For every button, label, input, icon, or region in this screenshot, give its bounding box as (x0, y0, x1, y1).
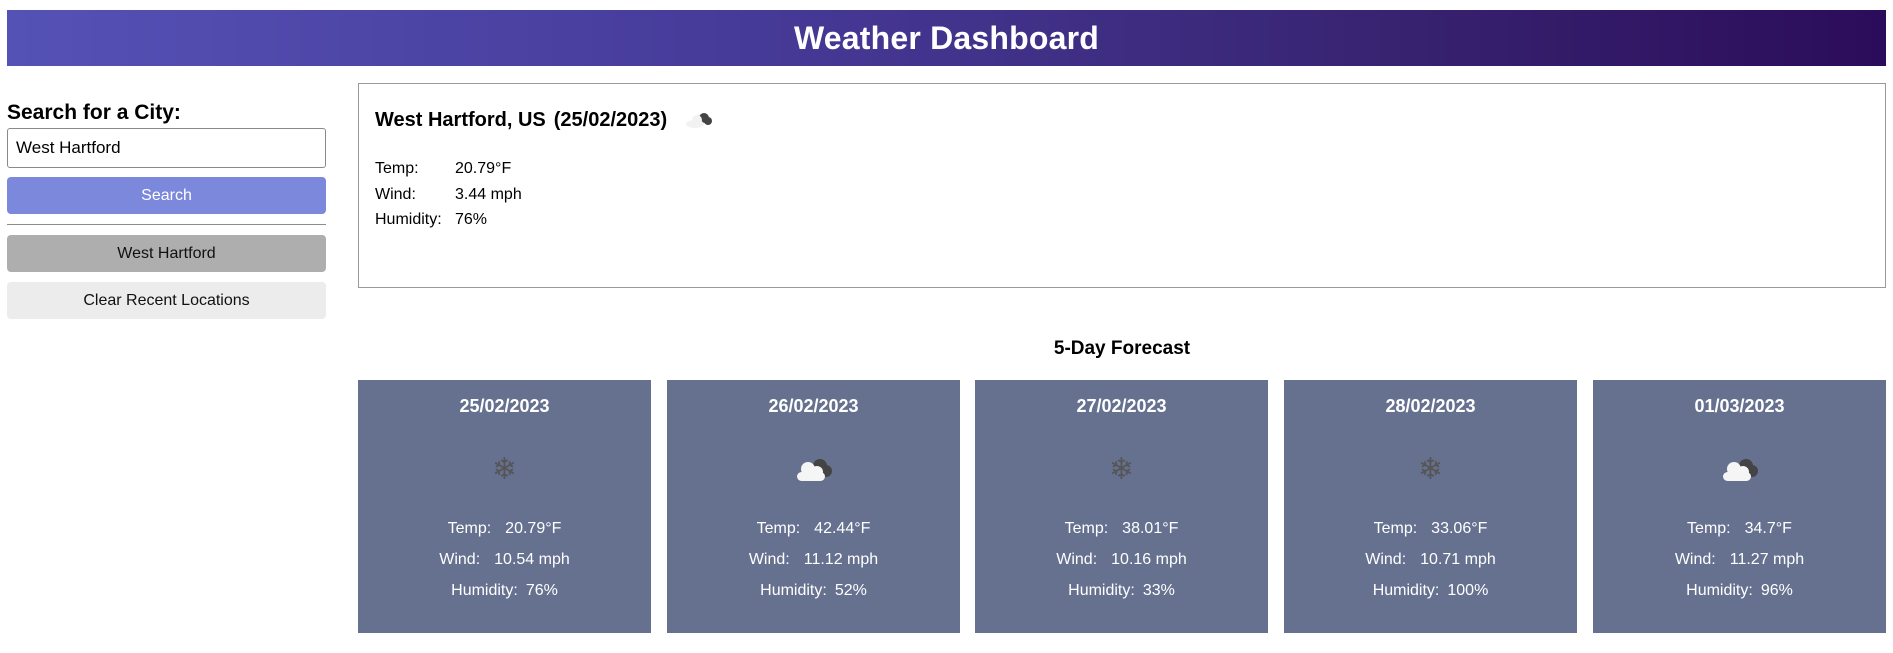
forecast-wind: 11.27 mph (1729, 551, 1805, 568)
forecast-temp: 38.01°F (1122, 520, 1179, 537)
humidity-label: Humidity: (451, 582, 518, 599)
temp-label: Temp: (375, 160, 419, 177)
forecast-card: 27/02/2023 ❄ Temp: 38.01°F Wind: 10.16 mph… (975, 380, 1268, 633)
forecast-card: 26/02/2023 Temp: 42.44°F Wind: 11.12 mph H… (667, 380, 960, 633)
forecast-temp: 33.06°F (1431, 520, 1488, 537)
humidity-label: Humidity: (1372, 582, 1440, 599)
forecast-humidity-row: Humidity: 96% (1593, 582, 1886, 600)
forecast-humidity: 52% (834, 582, 867, 599)
forecast-humidity-row: Humidity: 52% (667, 582, 960, 600)
forecast-card: 25/02/2023 ❄ Temp: 20.79°F Wind: 10.54 mph… (358, 380, 651, 633)
wind-label: Wind: (1674, 551, 1716, 568)
humidity-label: Humidity: (1068, 582, 1135, 599)
forecast-temp-row: Temp: 33.06°F (1284, 520, 1577, 538)
temp-label: Temp: (756, 520, 801, 537)
clear-recent-button[interactable]: Clear Recent Locations (7, 282, 326, 319)
forecast-temp-row: Temp: 38.01°F (975, 520, 1268, 538)
current-temp-value: 20.79°F (455, 160, 512, 177)
current-weather-title: West Hartford, US (25/02/2023) (375, 108, 715, 132)
current-date: (25/02/2023) (553, 108, 668, 131)
forecast-date: 26/02/2023 (768, 396, 859, 416)
forecast-wind-row: Wind: 11.27 mph (1593, 551, 1886, 569)
forecast-humidity-row: Humidity: 76% (358, 582, 651, 600)
temp-label: Temp: (1687, 520, 1731, 537)
current-humidity-value: 76% (455, 211, 488, 228)
forecast-humidity-row: Humidity: 33% (975, 582, 1268, 600)
forecast-wind-row: Wind: 10.71 mph (1284, 551, 1577, 569)
current-weather-panel: West Hartford, US (25/02/2023) Temp: 20.… (358, 83, 1886, 288)
page-title: Weather Dashboard (793, 19, 1100, 56)
forecast-wind-row: Wind: 10.54 mph (358, 551, 651, 569)
temp-label: Temp: (1064, 520, 1109, 537)
forecast-temp: 20.79°F (505, 520, 562, 537)
forecast-cards: 25/02/2023 ❄ Temp: 20.79°F Wind: 10.54 mph… (358, 380, 1886, 633)
current-humidity-row: Humidity: 76% (375, 211, 487, 229)
forecast-date: 01/03/2023 (1694, 396, 1785, 416)
sidebar-divider (7, 224, 326, 225)
cloud-icon (1593, 452, 1886, 488)
cloud-icon (681, 108, 715, 132)
humidity-label: Humidity: (375, 211, 442, 228)
cloud-icon (667, 452, 960, 488)
forecast-temp-row: Temp: 34.7°F (1593, 520, 1886, 538)
forecast-title: 5-Day Forecast (1053, 338, 1191, 359)
forecast-temp: 42.44°F (814, 520, 871, 537)
snowflake-icon: ❄ (1417, 453, 1444, 486)
forecast-humidity: 76% (525, 582, 558, 599)
forecast-date: 27/02/2023 (1076, 396, 1167, 416)
wind-label: Wind: (1365, 551, 1407, 568)
forecast-humidity: 33% (1142, 582, 1175, 599)
sidebar: Search for a City: Search West Hartford … (7, 96, 326, 319)
wind-label: Wind: (1056, 551, 1098, 568)
snowflake-icon: ❄ (1108, 453, 1135, 486)
forecast-temp: 34.7°F (1744, 520, 1792, 537)
temp-label: Temp: (1373, 520, 1418, 537)
current-city: West Hartford, US (375, 108, 546, 131)
snowflake-icon: ❄ (491, 453, 518, 486)
forecast-card: 01/03/2023 Temp: 34.7°F Wind: 11.27 mph Hu… (1593, 380, 1886, 633)
current-wind-row: Wind: 3.44 mph (375, 186, 522, 204)
forecast-wind-row: Wind: 10.16 mph (975, 551, 1268, 569)
forecast-wind: 11.12 mph (803, 551, 879, 568)
current-temp-row: Temp: 20.79°F (375, 160, 511, 178)
forecast-date: 25/02/2023 (459, 396, 550, 416)
forecast-wind-row: Wind: 11.12 mph (667, 551, 960, 569)
forecast-humidity: 100% (1447, 582, 1489, 599)
forecast-temp-row: Temp: 20.79°F (358, 520, 651, 538)
header-banner: Weather Dashboard (7, 10, 1886, 66)
forecast-date: 28/02/2023 (1385, 396, 1476, 416)
forecast-wind: 10.54 mph (494, 551, 570, 568)
forecast-temp-row: Temp: 42.44°F (667, 520, 960, 538)
forecast-wind: 10.16 mph (1111, 551, 1187, 568)
wind-label: Wind: (439, 551, 481, 568)
forecast-humidity-row: Humidity: 100% (1284, 582, 1577, 600)
wind-label: Wind: (375, 186, 416, 203)
humidity-label: Humidity: (760, 582, 827, 599)
wind-label: Wind: (748, 551, 790, 568)
temp-label: Temp: (447, 520, 492, 537)
forecast-card: 28/02/2023 ❄ Temp: 33.06°F Wind: 10.71 mph… (1284, 380, 1577, 633)
humidity-label: Humidity: (1686, 582, 1753, 599)
current-wind-value: 3.44 mph (455, 186, 522, 203)
search-label: Search for a City: (7, 101, 181, 124)
city-search-input[interactable] (7, 128, 326, 168)
forecast-humidity: 96% (1760, 582, 1793, 599)
forecast-wind: 10.71 mph (1420, 551, 1496, 568)
recent-location-button[interactable]: West Hartford (7, 235, 326, 272)
search-button[interactable]: Search (7, 177, 326, 214)
